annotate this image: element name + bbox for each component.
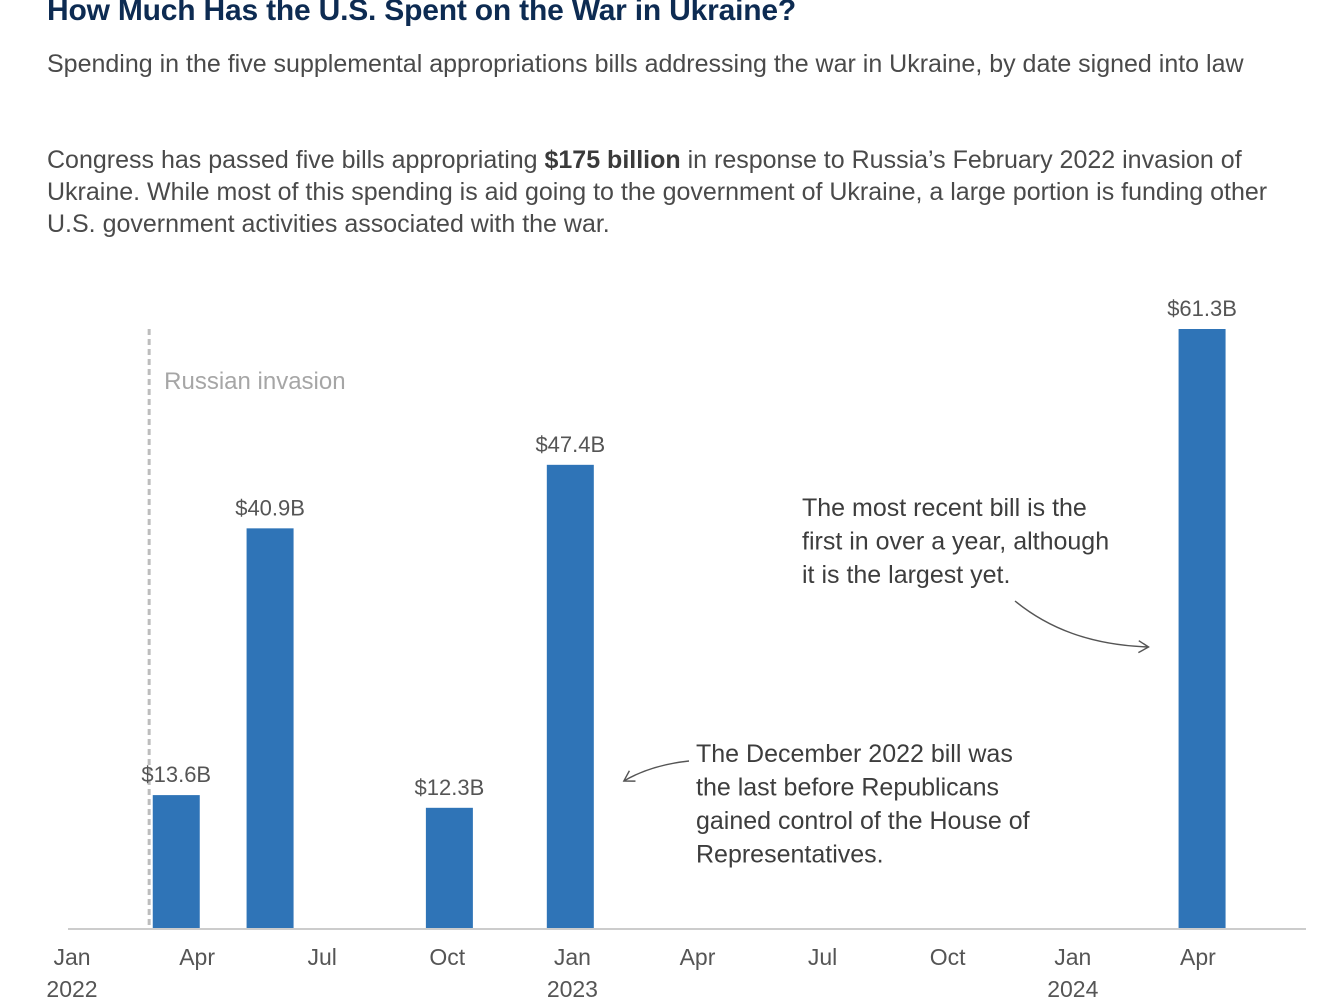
bars-layer: $13.6B $40.9B $12.3B $47.4B $61.3B bbox=[141, 296, 1237, 928]
x-tick-label-5: Apr bbox=[680, 944, 716, 970]
intro-paragraph: Congress has passed five bills appropria… bbox=[47, 144, 1317, 240]
intro-text-start: Congress has passed five bills appropria… bbox=[47, 146, 545, 174]
x-tick-label-3: Oct bbox=[429, 944, 465, 970]
annotation-text-1: The December 2022 bill was the last befor… bbox=[696, 740, 1030, 869]
x-tick-year-0: 2022 bbox=[46, 976, 97, 1002]
bar-value-label-0: $13.6B bbox=[141, 762, 211, 787]
annotation-1-line-0: The December 2022 bill was bbox=[696, 740, 1013, 768]
x-tick-label-0: Jan bbox=[53, 944, 90, 970]
annotation-0-line-0: The most recent bill is the bbox=[802, 494, 1087, 522]
annotation-1-line-1: the last before Republicans bbox=[696, 774, 999, 802]
x-tick-label-6: Jul bbox=[808, 944, 837, 970]
bar-4 bbox=[1178, 329, 1226, 928]
annotation-arrow-1 bbox=[622, 760, 690, 782]
invasion-marker-label: Russian invasion bbox=[164, 368, 345, 395]
x-tick-label-7: Oct bbox=[930, 944, 966, 970]
bar-value-label-4: $61.3B bbox=[1167, 296, 1237, 321]
annotation-0-line-1: first in over a year, although bbox=[802, 528, 1109, 556]
x-tick-year-4: 2023 bbox=[547, 976, 598, 1002]
bar-2 bbox=[425, 807, 473, 928]
chart-title: How Much Has the U.S. Spent on the War i… bbox=[47, 0, 796, 27]
annotation-arrow-0 bbox=[1014, 600, 1150, 654]
annotation-1-line-2: gained control of the House of bbox=[696, 807, 1030, 835]
event-layer: Russian invasion bbox=[147, 329, 346, 928]
annotation-1-line-3: Representatives. bbox=[696, 841, 884, 869]
x-tick-year-8: 2024 bbox=[1047, 976, 1098, 1002]
x-tick-label-9: Apr bbox=[1180, 944, 1216, 970]
bar-value-label-2: $12.3B bbox=[415, 775, 485, 800]
annotation-text-0: The most recent bill is the first in over… bbox=[802, 494, 1109, 589]
x-tick-label-1: Apr bbox=[179, 944, 215, 970]
annotation-layer: The most recent bill is the first in over… bbox=[622, 494, 1150, 869]
x-tick-label-4: Jan bbox=[554, 944, 591, 970]
axis-layer: Jan 2022 Apr Jul Oct Jan 2023 Apr Jul Oct Jan 2024 A… bbox=[46, 928, 1306, 1002]
x-tick-label-8: Jan bbox=[1054, 944, 1091, 970]
bar-1 bbox=[246, 528, 294, 928]
bar-3 bbox=[546, 464, 594, 928]
x-tick-label-2: Jul bbox=[307, 944, 336, 970]
bar-0 bbox=[152, 795, 200, 928]
chart-subtitle: Spending in the five supplemental approp… bbox=[47, 50, 1244, 78]
intro-text-end: in response to Russia’s February 2022 in… bbox=[47, 146, 1268, 238]
bar-value-label-3: $47.4B bbox=[535, 432, 605, 457]
intro-total-amount: $175 billion bbox=[544, 146, 681, 174]
annotation-0-line-2: it is the largest yet. bbox=[802, 561, 1010, 589]
bar-value-label-1: $40.9B bbox=[235, 495, 305, 520]
